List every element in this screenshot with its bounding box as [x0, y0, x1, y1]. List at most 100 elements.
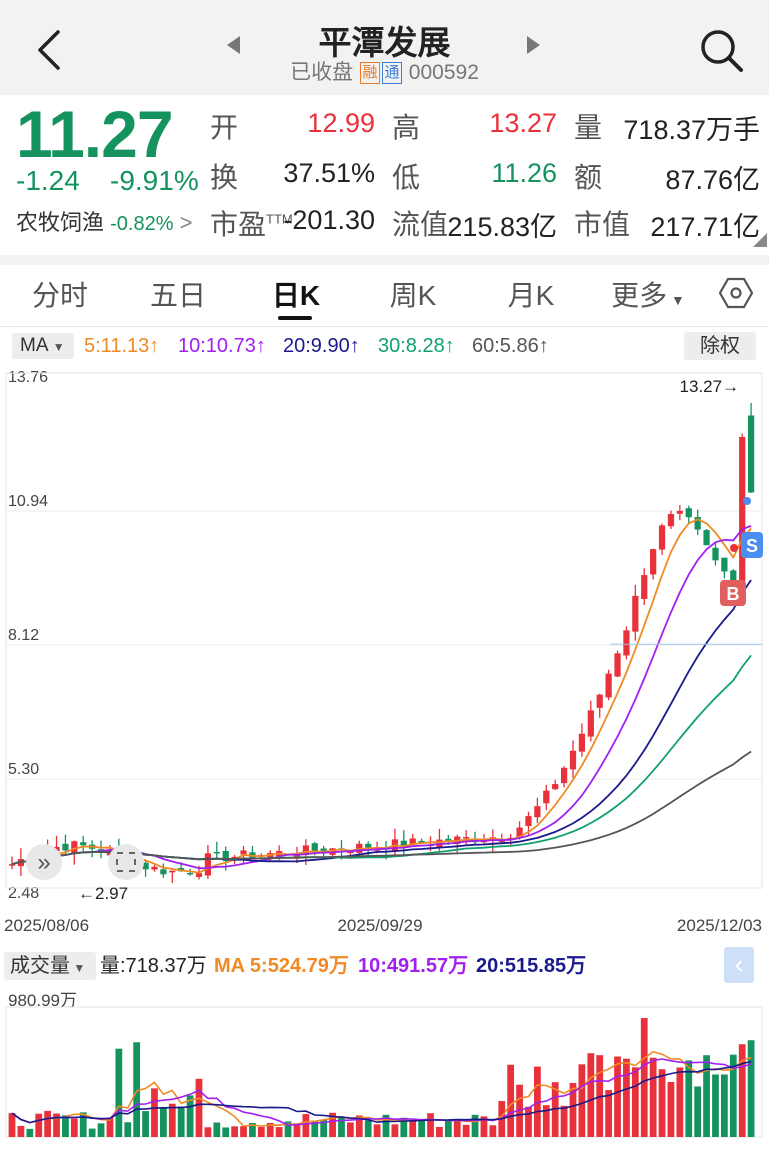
tab-0[interactable]: 分时 — [31, 280, 88, 311]
volume-bar — [720, 1074, 728, 1137]
volume-chart[interactable] — [0, 1005, 769, 1145]
volume-bar — [151, 1088, 158, 1137]
volume-bar — [204, 1127, 212, 1137]
stat-label: 量 — [574, 112, 603, 143]
kline-chart[interactable]: 13.76 10.94 8.12 5.30 2.48 2025/08/06 2025/09/… — [0, 368, 769, 940]
candle-body — [685, 508, 692, 518]
ma-value-3: 30:8.28↑ — [378, 335, 455, 357]
volume-bar — [712, 1074, 719, 1137]
candle-body — [151, 866, 158, 870]
adjust-button[interactable]: 除权 — [684, 332, 756, 360]
volume-bar — [53, 1113, 60, 1137]
volume-bar — [320, 1119, 328, 1137]
connect-tag: 通 — [381, 62, 402, 84]
candle-body — [534, 806, 541, 818]
stat-value: 37.51% — [283, 158, 375, 188]
volume-bar — [88, 1128, 96, 1137]
settings-hex-icon[interactable] — [718, 277, 754, 314]
volume-bar — [373, 1124, 381, 1137]
buy-badge[interactable] — [720, 580, 746, 606]
ma-selector[interactable]: MA ▼ — [12, 333, 74, 359]
volume-bar — [569, 1082, 577, 1137]
last-price: 11.27 — [16, 97, 174, 171]
candle-body — [516, 827, 523, 839]
volume-bar — [115, 1048, 123, 1137]
candle-body — [667, 514, 675, 527]
volume-bar — [453, 1121, 461, 1137]
volume-bars — [8, 1018, 755, 1137]
volume-selector[interactable]: 成交量 ▼ — [4, 952, 96, 980]
volume-bar — [257, 1126, 265, 1137]
candle-body — [747, 415, 755, 493]
buy-dot — [730, 544, 738, 552]
volume-bar — [489, 1125, 497, 1137]
tab-2[interactable]: 日K — [271, 280, 321, 311]
candle-body — [17, 859, 25, 867]
volume-bar — [177, 1106, 185, 1137]
stat-label: 市盈TTM — [210, 209, 293, 240]
tab-4[interactable]: 月K — [507, 280, 555, 311]
y-tick-label: 2.48 — [8, 885, 39, 902]
stat-label: 低 — [392, 162, 421, 193]
volume-ma10-line — [11, 1058, 752, 1126]
volume-bar — [444, 1119, 452, 1137]
volume-selector-label: 成交量 — [10, 955, 70, 977]
tab-5[interactable]: 更多 ▼ — [611, 280, 685, 311]
candle-body — [347, 851, 354, 854]
candle-body — [596, 694, 603, 708]
stock-name: 平潭发展 — [318, 24, 451, 61]
expand-button[interactable] — [26, 844, 62, 880]
volume-bar — [667, 1081, 675, 1137]
ma10-line — [11, 525, 752, 870]
expand-corner-icon[interactable] — [753, 233, 767, 247]
candle-body — [587, 710, 594, 737]
ma-value-0: 5:11.13↑ — [84, 335, 160, 357]
volume-ma-2: 20:515.85万 — [476, 955, 587, 977]
tab-1[interactable]: 五日 — [149, 280, 206, 311]
candle-body — [507, 837, 514, 840]
sell-badge[interactable] — [741, 532, 763, 558]
candle-body — [703, 530, 710, 546]
x-tick-label: 2025/09/29 — [337, 916, 422, 935]
volume-bar — [685, 1060, 693, 1137]
volume-bar — [676, 1067, 684, 1137]
volume-bar — [329, 1112, 336, 1137]
volume-bar — [560, 1105, 568, 1137]
volume-bar — [542, 1105, 550, 1137]
tab-3[interactable]: 周K — [389, 280, 437, 311]
candle-body — [498, 840, 505, 842]
candle-body — [560, 767, 568, 784]
stat-label: 开 — [210, 112, 239, 143]
volume-ma-1: 10:491.57万 — [358, 955, 469, 977]
volume-bar — [738, 1044, 746, 1137]
volume-bar — [694, 1086, 702, 1137]
market-status: 已收盘 — [290, 61, 354, 84]
volume-bar — [480, 1116, 488, 1137]
volume-bar — [44, 1110, 52, 1137]
volume-bar — [284, 1121, 292, 1137]
candle-body — [418, 840, 425, 843]
volume-bar — [355, 1115, 363, 1137]
prev-stock-icon[interactable] — [227, 36, 240, 54]
candle-body — [676, 510, 683, 514]
fullscreen-button[interactable] — [108, 844, 144, 880]
volume-bar — [525, 1106, 532, 1137]
candle-body — [302, 845, 309, 855]
top-bar: 平潭发展 已收盘 融通 000592 — [0, 0, 769, 95]
stat-label: 换 — [210, 162, 239, 193]
back-icon[interactable] — [30, 28, 70, 72]
fullscreen-icon — [116, 852, 136, 872]
y-tick-label: 8.12 — [8, 627, 39, 644]
stock-subtitle: 已收盘 融通 000592 — [0, 56, 769, 86]
collapse-chevron-icon[interactable]: ‹ — [724, 947, 754, 983]
volume-bar — [631, 1067, 639, 1137]
volume-bar — [400, 1117, 408, 1137]
volume-ma20-line — [11, 1060, 752, 1124]
search-icon[interactable] — [696, 25, 748, 77]
candle-body — [62, 843, 69, 851]
next-stock-icon[interactable] — [527, 36, 540, 54]
x-tick-label: 2025/08/06 — [4, 916, 89, 935]
candle-body — [641, 575, 648, 600]
tab-divider — [0, 326, 769, 327]
sector-link[interactable]: 农牧饲渔 -0.82% > — [16, 205, 193, 237]
